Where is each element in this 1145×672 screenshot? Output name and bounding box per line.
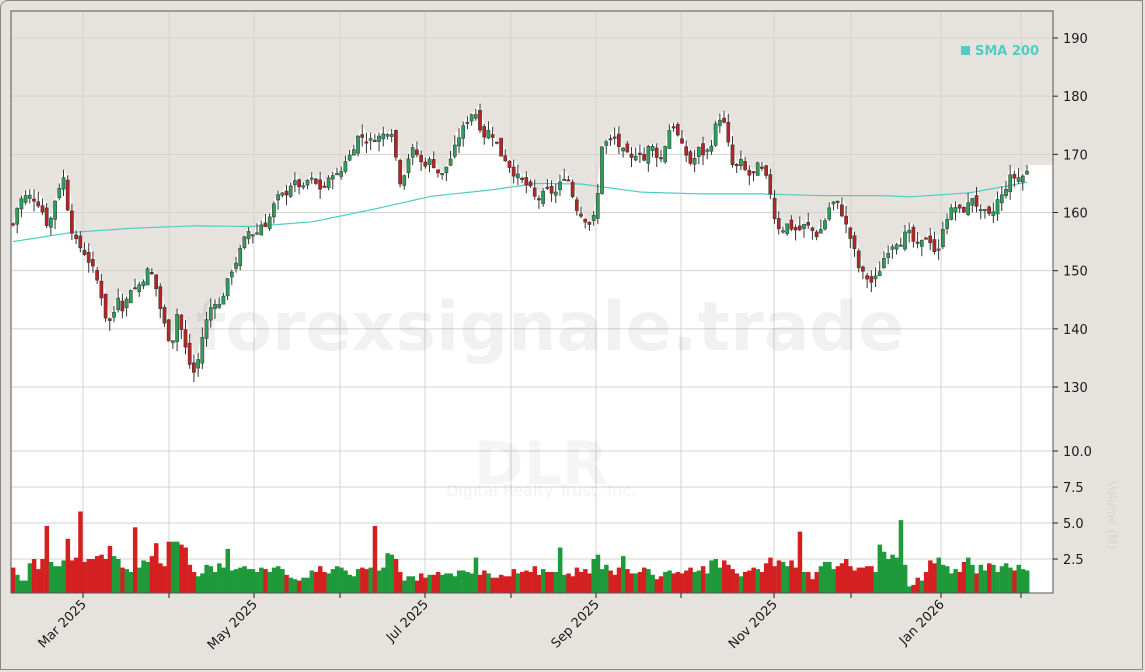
svg-text:190: 190 [1063,32,1088,47]
svg-text:2.5: 2.5 [1063,553,1084,568]
legend-sma-200: SMA 200 [961,44,1039,59]
price-candles [11,103,1029,382]
plot-background [11,11,1053,593]
svg-text:Jul 2025: Jul 2025 [383,597,432,646]
svg-text:5.0: 5.0 [1063,517,1084,532]
svg-text:Sep 2025: Sep 2025 [549,597,603,651]
svg-text:160: 160 [1063,207,1088,222]
svg-text:May 2025: May 2025 [205,597,261,653]
sma-200-line [12,181,1028,243]
svg-text:180: 180 [1063,90,1088,105]
svg-text:Digital Realty Trust, Inc.: Digital Realty Trust, Inc. [446,481,636,500]
svg-text:forexsignale.trade: forexsignale.trade [196,288,905,367]
svg-text:170: 170 [1063,148,1088,163]
svg-text:140: 140 [1063,323,1088,338]
svg-text:7.5: 7.5 [1063,481,1084,496]
svg-text:Jan 2026: Jan 2026 [896,597,948,649]
svg-text:150: 150 [1063,265,1088,280]
svg-text:10.0: 10.0 [1063,445,1092,460]
svg-text:Mar 2025: Mar 2025 [36,597,90,651]
volume-bars [10,511,1030,593]
legend-swatch-icon [961,46,970,55]
legend-label: SMA 200 [975,44,1040,59]
svg-text:Volume (M): Volume (M) [1105,481,1119,549]
svg-text:130: 130 [1063,381,1088,396]
svg-text:DLR: DLR [474,429,608,499]
svg-text:Nov 2025: Nov 2025 [726,597,781,652]
